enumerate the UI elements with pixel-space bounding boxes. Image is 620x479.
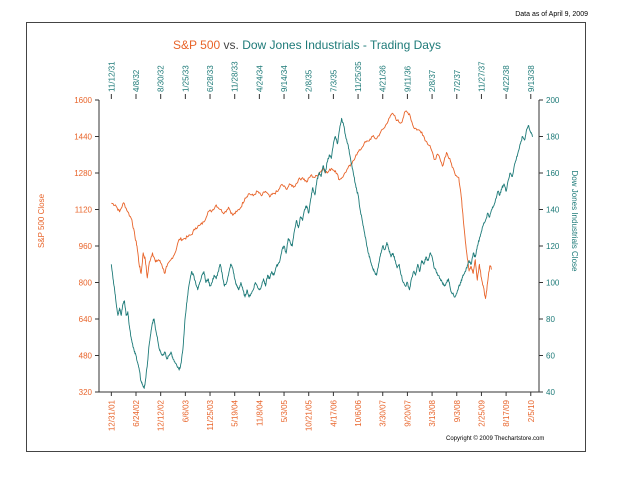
chart-svg: S&P 500 vs. Dow Jones Industrials - Trad… — [37, 38, 579, 431]
bottom-tick-label: 10/21/05 — [305, 399, 314, 431]
left-axis: 320 480 640 800 960 1120 1280 1440 1600 — [74, 96, 100, 397]
bottom-tick-label: 6/24/02 — [132, 399, 141, 426]
bottom-tick-label: 4/17/06 — [329, 399, 338, 426]
bottom-axis: 12/31/01 6/24/02 12/12/02 6/6/03 11/25/03 5/1… — [99, 391, 539, 431]
bottom-tick-label: 5/3/05 — [280, 399, 289, 422]
data-as-of-note: Data as of April 9, 2009 — [515, 11, 588, 18]
dow-series-line — [110, 117, 533, 389]
top-tick-label: 7/3/35 — [329, 69, 338, 92]
chart-title-part: S&P 500 — [173, 38, 220, 52]
bottom-tick-label: 10/6/06 — [354, 399, 363, 426]
sp500-series-line — [111, 110, 493, 299]
top-tick-label: 11/12/31 — [107, 61, 116, 92]
chart-title: S&P 500 vs. Dow Jones Industrials - Trad… — [173, 38, 441, 52]
bottom-tick-label: 9/3/08 — [453, 399, 462, 422]
top-axis: 11/12/31 4/8/32 8/30/32 1/25/33 6/28/33 11/28… — [107, 61, 536, 99]
right-tick-label: 180 — [546, 133, 560, 142]
bottom-tick-label: 12/31/01 — [107, 399, 116, 431]
bottom-tick-label: 5/19/04 — [231, 399, 240, 426]
right-tick-label: 40 — [546, 388, 555, 397]
top-tick-label: 2/8/35 — [305, 69, 314, 92]
bottom-tick-label: 3/13/08 — [428, 399, 437, 426]
top-tick-label: 9/14/34 — [280, 65, 289, 92]
bottom-tick-label: 11/8/04 — [255, 399, 264, 426]
bottom-tick-label: 2/5/10 — [527, 399, 536, 422]
top-tick-label: 7/2/37 — [453, 69, 462, 92]
right-axis: 40 60 80 100 120 140 160 180 200 — [538, 96, 560, 397]
copyright-note: Copyright © 2009 Thechartstore.com — [446, 436, 545, 442]
right-tick-label: 160 — [546, 169, 560, 178]
right-tick-label: 60 — [546, 352, 555, 361]
right-tick-label: 80 — [546, 315, 555, 324]
top-tick-label: 4/22/38 — [502, 65, 511, 92]
top-tick-label: 6/28/33 — [206, 65, 215, 92]
top-tick-label: 9/11/36 — [403, 65, 412, 92]
right-axis-title: Dow Jones Industrials Close — [570, 171, 579, 272]
left-tick-label: 1440 — [74, 133, 92, 142]
left-tick-label: 1120 — [75, 206, 93, 215]
top-tick-label: 11/25/35 — [354, 61, 363, 92]
chart-title-part: - Trading Days — [360, 38, 441, 52]
top-tick-label: 4/24/34 — [255, 65, 264, 92]
bottom-tick-label: 9/20/07 — [403, 399, 412, 426]
right-tick-label: 200 — [546, 96, 560, 105]
top-tick-label: 8/30/32 — [157, 65, 166, 92]
top-tick-label: 4/8/32 — [132, 69, 141, 92]
top-tick-label: 4/21/36 — [379, 65, 388, 92]
left-tick-label: 640 — [79, 315, 93, 324]
right-tick-label: 120 — [546, 242, 560, 251]
chart-title-part: vs. — [220, 38, 242, 52]
top-tick-label: 2/8/37 — [428, 69, 437, 92]
bottom-tick-label: 3/30/07 — [379, 399, 388, 426]
bottom-tick-label: 6/6/03 — [181, 399, 190, 422]
right-tick-label: 100 — [546, 279, 560, 288]
right-tick-label: 140 — [546, 206, 560, 215]
top-tick-label: 1/25/33 — [181, 65, 190, 92]
top-tick-label: 11/28/33 — [231, 61, 240, 92]
left-tick-label: 800 — [79, 279, 93, 288]
left-tick-label: 320 — [79, 388, 93, 397]
bottom-tick-label: 8/17/09 — [502, 399, 511, 426]
left-tick-label: 960 — [79, 242, 93, 251]
left-tick-label: 1280 — [74, 169, 92, 178]
left-tick-label: 480 — [79, 352, 93, 361]
top-tick-label: 11/27/37 — [477, 61, 486, 92]
left-tick-label: 1600 — [74, 96, 92, 105]
chart-title-part: Dow Jones Industrials — [242, 38, 359, 52]
bottom-tick-label: 11/25/03 — [206, 399, 215, 430]
left-axis-title: S&P 500 Close — [37, 193, 46, 248]
bottom-tick-label: 12/12/02 — [157, 399, 166, 431]
top-tick-label: 9/13/38 — [527, 65, 536, 92]
bottom-tick-label: 2/25/09 — [477, 399, 486, 426]
chart-frame: S&P 500 vs. Dow Jones Industrials - Trad… — [26, 22, 586, 452]
